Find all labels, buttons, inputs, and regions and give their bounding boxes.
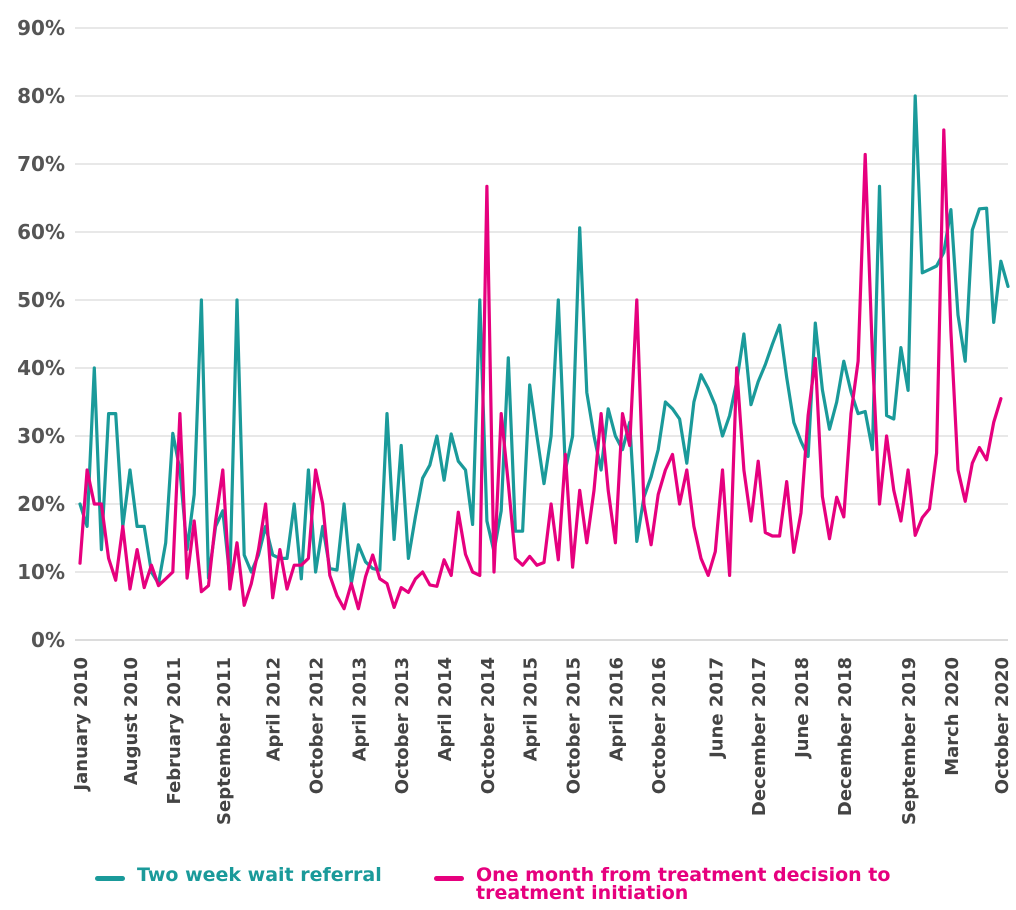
series-lines [78, 94, 1010, 611]
x-tick-label: June 2017 [706, 657, 727, 760]
x-tick-label: December 2017 [749, 657, 770, 816]
gridlines [75, 27, 1008, 641]
series-line-two-week-wait [78, 94, 1010, 586]
x-tick-label: April 2015 [521, 657, 542, 761]
x-tick-label: August 2010 [121, 657, 142, 785]
x-tick-label: January 2010 [71, 657, 92, 793]
x-tick-label: June 2018 [792, 657, 813, 760]
x-tick-label: September 2011 [214, 657, 235, 825]
x-axis-ticks: January 2010 August 2010 February 2011 Sept… [71, 657, 1013, 825]
legend-item-one-month: One month from treatment decision to tre… [434, 864, 904, 904]
y-tick-label: 30% [17, 424, 65, 448]
x-tick-label: October 2013 [392, 657, 413, 794]
x-tick-label: February 2011 [164, 657, 185, 804]
x-tick-label: April 2012 [264, 657, 285, 761]
x-tick-label: December 2018 [835, 657, 856, 816]
y-tick-label: 10% [17, 560, 65, 584]
legend-swatch-two-week-wait [95, 876, 125, 881]
x-tick-label: April 2016 [606, 657, 627, 761]
x-tick-label: March 2020 [942, 657, 963, 776]
x-tick-label: October 2015 [564, 657, 585, 794]
y-tick-label: 60% [17, 220, 65, 244]
y-tick-label: 20% [17, 492, 65, 516]
legend-label-one-month: One month from treatment decision to tre… [476, 864, 891, 904]
x-tick-label: October 2020 [992, 657, 1013, 794]
line-chart: 0% 10% 20% 30% 40% 50% 60% 70% 80% 90% January 20… [17, 16, 1013, 825]
y-tick-label: 50% [17, 288, 65, 312]
x-tick-label: October 2016 [649, 657, 670, 794]
legend-item-two-week-wait: Two week wait referral [95, 864, 382, 886]
x-tick-label: September 2019 [899, 657, 920, 825]
y-tick-label: 90% [17, 16, 65, 40]
y-tick-label: 40% [17, 356, 65, 380]
x-tick-label: April 2013 [349, 657, 370, 761]
legend-label-two-week-wait: Two week wait referral [137, 864, 382, 886]
legend-swatch-one-month [434, 876, 464, 881]
y-axis-ticks: 0% 10% 20% 30% 40% 50% 60% 70% 80% 90% [17, 16, 65, 652]
series-line-one-month [78, 128, 1003, 611]
x-tick-label: April 2014 [435, 657, 456, 761]
x-tick-label: October 2014 [478, 657, 499, 794]
y-tick-label: 0% [31, 628, 65, 652]
y-tick-label: 80% [17, 84, 65, 108]
x-tick-label: October 2012 [307, 657, 328, 794]
y-tick-label: 70% [17, 152, 65, 176]
